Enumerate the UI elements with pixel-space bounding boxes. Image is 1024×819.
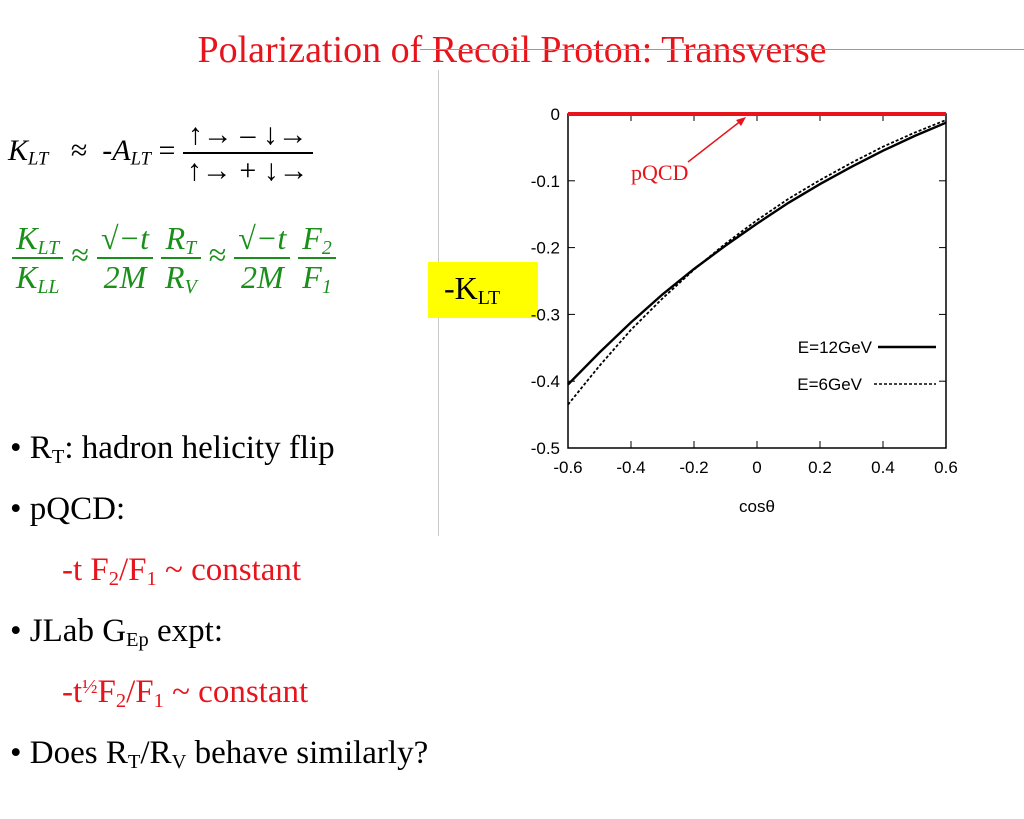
approx-sign: ≈ (71, 236, 89, 273)
spin-fraction: ↑→ – ↓→ ↑→ + ↓→ (182, 118, 313, 188)
series-line-e-12gev (567, 121, 947, 386)
bullet-jlab-detail: -t½F2/F1 ~ constant (62, 674, 309, 713)
x-tick-label: -0.2 (679, 458, 708, 477)
asymmetry-equation: KLT ≈ -ALT = ↑→ – ↓→ ↑→ + ↓→ (8, 118, 313, 188)
rt-rv-fraction: RT RV (161, 220, 201, 297)
spin-denominator: ↑→ + ↓→ (186, 154, 309, 187)
title-rule (420, 49, 1024, 50)
legend-label-6gev: E=6GeV (797, 375, 862, 394)
plot-frame (567, 113, 947, 449)
y-tick-label: -0.2 (531, 239, 560, 258)
f2-f1-fraction: F2 F1 (298, 220, 336, 297)
legend-label-12gev: E=12GeV (798, 338, 873, 357)
pqcd-annotation: pQCD (631, 160, 688, 185)
bullet-jlab: • JLab GEp expt: (10, 613, 223, 652)
x-tick-label: 0.2 (808, 458, 832, 477)
x-axis-label: cosθ (739, 497, 775, 516)
y-tick-label: -0.1 (531, 172, 560, 191)
spin-numerator: ↑→ – ↓→ (182, 118, 313, 154)
y-tick-label: -0.5 (531, 439, 560, 458)
ratio-equation: KLT KLL ≈ √−t 2M RT RV ≈ √−t 2M F2 F1 (12, 220, 336, 297)
legend: E=12GeV E=6GeV (797, 338, 936, 394)
bullet-rt: • RT: hadron helicity flip (10, 430, 335, 469)
klt-label: -KLT (444, 270, 501, 309)
series-line-e-6gev (567, 119, 947, 406)
x-tick-label: 0.6 (934, 458, 958, 477)
bullet-question: • Does RT/RV behave similarly? (10, 735, 429, 774)
klt-symbol: KLT (8, 133, 49, 170)
x-tick-label: -0.6 (553, 458, 582, 477)
approx-sign: ≈ (70, 133, 88, 167)
klt-kll-fraction: KLT KLL (12, 220, 64, 297)
approx-sign: ≈ (208, 236, 227, 273)
slide-title: Polarization of Recoil Proton: Transvers… (197, 29, 827, 71)
bullet-pqcd-detail: -t F2/F1 ~ constant (62, 552, 302, 591)
pqcd-pointer-arrow (687, 119, 743, 163)
x-tick-label: -0.4 (616, 458, 645, 477)
x-tick-label: 0 (752, 458, 761, 477)
x-tick-label: 0.4 (871, 458, 895, 477)
alt-symbol: -ALT (102, 133, 151, 170)
pqcd-arrowhead (736, 117, 746, 126)
klt-highlight-box (428, 262, 538, 318)
sqrt-t-fraction: √−t 2M (96, 220, 154, 296)
sqrt-t-fraction-2: √−t 2M (234, 220, 291, 296)
y-tick-label: -0.4 (531, 372, 560, 391)
bullet-list: • RT: hadron helicity flip • pQCD: -t F2… (10, 418, 428, 784)
klt-vs-costheta-chart: -0.6 -0.4 -0.2 0 0.2 0.4 0.6 0 -0.1 -0.2 -0.3 -0.4 -… (531, 105, 958, 516)
y-tick-label: 0 (551, 105, 560, 124)
y-tick-label: -0.3 (531, 305, 560, 324)
equals-sign: = (158, 133, 176, 167)
bullet-pqcd: • pQCD: (10, 491, 126, 527)
